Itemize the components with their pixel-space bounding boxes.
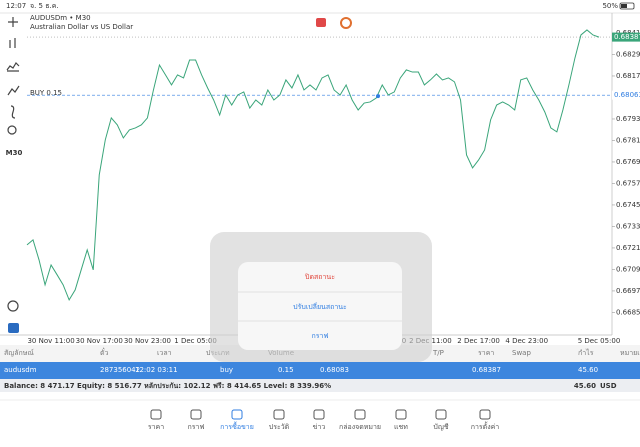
balance-total: 45.60 (574, 382, 596, 390)
status-time: 12:07 (6, 2, 26, 10)
crosshair-tool[interactable] (8, 17, 18, 27)
tab-icon[interactable] (479, 409, 491, 420)
table-cell: 0.68083 (320, 366, 349, 374)
tab-label[interactable]: ราคา (148, 423, 164, 431)
buy-label: BUY 0.15 (30, 89, 62, 97)
table-cell: 0.15 (278, 366, 294, 374)
balance-text: Balance: 8 471.17 Equity: 8 516.77 หลักป… (4, 382, 331, 390)
chart-layer: 0.684100.682900.681700.680500.679300.678… (26, 29, 640, 345)
tab-icon[interactable] (231, 409, 243, 420)
status-battery: 50% (602, 2, 618, 10)
zoom-tool[interactable] (7, 300, 19, 312)
shapes-tool[interactable] (7, 125, 17, 135)
table-header: หมายเหตุ (620, 349, 640, 357)
table-header: ตั๋ว (100, 348, 109, 357)
balance-currency: USD (600, 382, 617, 390)
bid-label-bg (612, 32, 640, 42)
tab-label[interactable]: การซื้อขาย (220, 420, 254, 431)
table-header: เวลา (157, 349, 172, 357)
table-header: Swap (512, 349, 531, 357)
function-tool[interactable] (10, 105, 16, 119)
x-tick-label: 30 Nov 23:00 (124, 337, 171, 345)
table-header: T/P (432, 349, 444, 357)
tab-label[interactable]: ข่าว (313, 423, 326, 431)
table-cell: 0.68387 (472, 366, 501, 374)
tab-icon[interactable] (395, 409, 407, 420)
table-cell: audusdm (4, 366, 37, 374)
table-cell: 12:02 03:11 (135, 366, 178, 374)
buy-price-bg (612, 90, 640, 100)
table-cell: 45.60 (578, 366, 598, 374)
tab-icon[interactable] (313, 409, 325, 420)
table-cell: 287356042 (100, 366, 140, 374)
tab-icon[interactable] (190, 409, 202, 420)
popup-close[interactable]: ปิดสถานะ (305, 273, 335, 281)
x-tick-label: 1 Dec 05:00 (174, 337, 217, 345)
chart-description: Australian Dollar vs US Dollar (30, 23, 133, 31)
popup-modify[interactable]: ปรับเปลี่ยนสถานะ (293, 302, 347, 311)
entry-marker (376, 94, 380, 99)
battery-icon (619, 2, 635, 10)
tab-icon[interactable] (150, 409, 162, 420)
tab-bar: ราคา กราฟ การซื้อขาย ประวัติ ข่าว กล่องจดหมาย… (148, 409, 500, 431)
x-tick-label: 5 Dec 05:00 (578, 337, 621, 345)
tab-icon[interactable] (435, 409, 447, 420)
x-tick-label: 4 Dec 23:00 (505, 337, 548, 345)
tab-label[interactable]: กราฟ (188, 423, 205, 431)
table-header: กำไร (578, 348, 594, 357)
x-tick-label: 2 Dec 17:00 (457, 337, 500, 345)
one-click-icon[interactable] (316, 18, 326, 27)
signal-icon[interactable] (340, 17, 352, 29)
indicator-tool[interactable] (6, 62, 20, 72)
position-row-bg[interactable] (0, 362, 640, 379)
chart-symbol: AUDUSDm • M30 (30, 14, 91, 22)
tab-label[interactable]: ประวัติ (269, 423, 290, 431)
tab-label[interactable]: กล่องจดหมาย (339, 423, 381, 431)
tab-icon[interactable] (273, 409, 285, 420)
table-header: ราคา (478, 349, 494, 357)
status-date: จ. 5 ธ.ค. (30, 2, 59, 10)
popup-menu (238, 262, 402, 350)
bid-label: 0.68387 (614, 33, 640, 41)
tab-label[interactable]: แชท (394, 423, 408, 431)
balance-bg (0, 379, 640, 392)
one-click-trading[interactable] (8, 323, 19, 333)
objects-tool[interactable] (7, 85, 20, 96)
table-header: สัญลักษณ์ (4, 349, 34, 357)
table-cell: buy (220, 366, 233, 374)
battery-level (621, 4, 627, 8)
price-line (26, 29, 600, 302)
timeframe[interactable]: M30 (6, 149, 23, 157)
x-tick-label: 30 Nov 17:00 (76, 337, 123, 345)
x-tick-label: 30 Nov 11:00 (27, 337, 74, 345)
popup-chart[interactable]: กราฟ (312, 332, 329, 340)
tab-label[interactable]: บัญชี (433, 423, 448, 431)
tab-label[interactable]: การตั้งค่า (471, 420, 500, 431)
tab-icon[interactable] (354, 409, 366, 420)
